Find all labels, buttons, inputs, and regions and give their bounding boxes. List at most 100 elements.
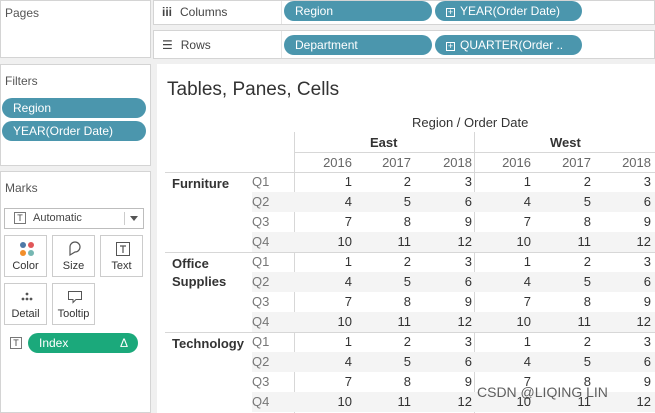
filter-pill-region[interactable]: Region [2,98,146,118]
table-cell: 6 [464,354,472,369]
table-cell: 10 [516,314,531,329]
size-icon [69,241,81,257]
columns-pill-year[interactable]: + YEAR(Order Date) [435,1,582,21]
filters-title: Filters [5,74,38,88]
table-cell: 5 [583,354,591,369]
quarter-label: Q4 [252,394,270,409]
columns-shelf[interactable]: iii Columns Region + YEAR(Order Date) [153,0,655,25]
expand-icon[interactable]: + [446,7,455,17]
watermark: CSDN @LIQING LIN [477,384,608,400]
quarter-label: Q4 [252,314,270,329]
table-cell: 8 [583,294,591,309]
table-cell: 4 [344,194,352,209]
pages-card: Pages [0,0,151,58]
region-header-line [294,152,655,153]
index-pill-label: Index [39,336,69,350]
filter-pill-year[interactable]: YEAR(Order Date) [2,121,146,141]
table-cell: 3 [643,254,651,269]
pages-title: Pages [5,6,40,20]
table-cell: 11 [397,394,412,409]
quarter-label: Q3 [252,214,270,229]
filters-card[interactable]: Filters Region YEAR(Order Date) [0,64,151,166]
table-cell: 6 [643,194,651,209]
quarter-label: Q1 [252,334,270,349]
color-icon [20,242,34,256]
text-encoding-icon: T [10,337,22,349]
tooltip-button[interactable]: Tooltip [52,283,95,325]
table-cell: 8 [403,214,411,229]
year-header: 2016 [502,155,531,170]
text-mark-icon: T [14,212,26,224]
chevron-down-icon[interactable] [130,216,138,221]
quarter-label: Q1 [252,254,270,269]
table-cell: 11 [397,314,412,329]
table-cell: 1 [344,174,352,189]
table-cell: 2 [583,334,591,349]
table-cell: 1 [344,254,352,269]
size-label: Size [62,260,85,272]
table-cell: 4 [344,274,352,289]
rows-pill-quarter[interactable]: + QUARTER(Order .. [435,35,582,55]
delta-icon: Δ [119,336,128,350]
index-pill[interactable]: Index Δ [28,333,138,353]
quarter-label: Q2 [252,274,270,289]
department-label: Technology [172,336,244,351]
viz-canvas: Tables, Panes, Cells Region / Order Date… [157,64,655,413]
rows-shelf-label: ☰ Rows [162,38,211,52]
detail-icon [21,292,33,301]
table-cell: 8 [403,294,411,309]
table-cell: 3 [464,174,472,189]
color-button[interactable]: Color [4,235,47,277]
table-cell: 8 [403,374,411,389]
table-cell: 2 [403,334,411,349]
table-cell: 9 [643,294,651,309]
table-cell: 9 [464,374,472,389]
table-cell: 5 [583,194,591,209]
table-cell: 2 [403,254,411,269]
table-cell: 7 [523,374,531,389]
text-button[interactable]: Text [100,235,143,277]
table-cell: 1 [344,334,352,349]
quarter-label: Q1 [252,174,270,189]
table-cell: 10 [516,394,531,409]
table-cell: 9 [464,214,472,229]
rows-pill-department[interactable]: Department [284,35,432,55]
table-cell: 8 [583,214,591,229]
department-divider [165,252,655,253]
year-header: 2017 [382,155,411,170]
table-cell: 3 [643,334,651,349]
table-cell: 9 [643,374,651,389]
table-cell: 9 [643,214,651,229]
detail-button[interactable]: Detail [4,283,47,325]
department-label: Furniture [172,176,230,191]
table-cell: 6 [464,194,472,209]
year-header: 2018 [622,155,651,170]
table-cell: 12 [636,394,651,409]
table-cell: 5 [403,274,411,289]
text-icon [116,242,130,256]
table-cell: 6 [643,354,651,369]
table-cell: 2 [583,254,591,269]
rows-shelf[interactable]: ☰ Rows Department + QUARTER(Order .. [153,30,655,59]
tooltip-label: Tooltip [57,308,90,320]
columns-pill-region[interactable]: Region [284,1,432,21]
table-cell: 11 [397,234,412,249]
table-cell: 7 [344,214,352,229]
table-cell: 4 [344,354,352,369]
table-cell: 12 [457,234,472,249]
shelf-divider [281,31,282,58]
table-cell: 7 [344,374,352,389]
table-cell: 11 [577,314,592,329]
quarter-label: Q3 [252,294,270,309]
text-label: Text [111,260,132,272]
columns-shelf-label: iii Columns [162,5,228,19]
expand-icon[interactable]: + [446,41,455,51]
left-panel: Pages Filters Region YEAR(Order Date) Ma… [0,0,151,413]
row-band [252,312,655,332]
table-cell: 6 [643,274,651,289]
table-cell: 7 [344,294,352,309]
region-header-east: East [370,135,398,150]
mark-type-dropdown[interactable]: T Automatic [4,208,144,229]
table-cell: 5 [583,274,591,289]
size-button[interactable]: Size [52,235,95,277]
